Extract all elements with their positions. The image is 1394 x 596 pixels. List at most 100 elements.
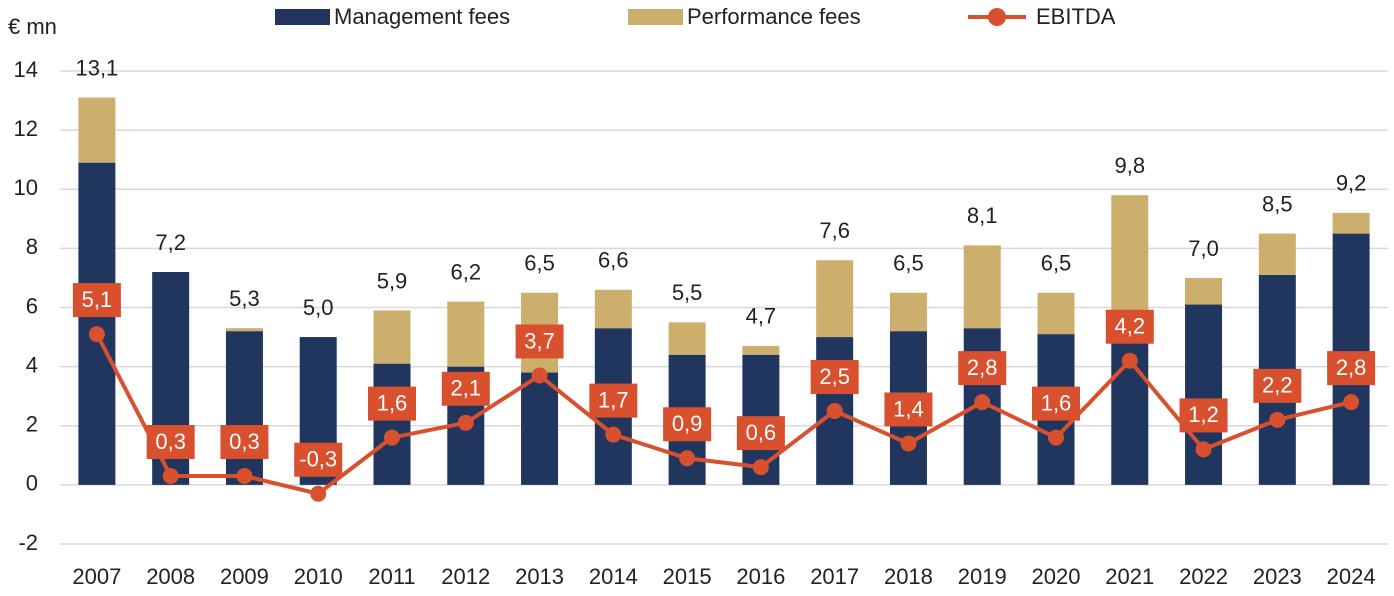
data-label: 1,7 — [598, 387, 629, 412]
bar-segment — [373, 363, 411, 485]
x-tick-label: 2017 — [810, 564, 859, 589]
x-tick-label: 2008 — [146, 564, 195, 589]
y-tick-label: -2 — [18, 530, 38, 555]
y-tick-label: 12 — [14, 116, 38, 141]
bar-segment — [447, 301, 485, 367]
bar-segment — [373, 310, 411, 364]
bar-segment — [78, 162, 116, 485]
total-label: 4,7 — [746, 304, 777, 329]
line-point — [1343, 394, 1360, 411]
data-label-box — [589, 383, 638, 418]
line-point — [384, 429, 400, 446]
bar-segment — [963, 245, 1001, 329]
line-point — [236, 468, 253, 485]
data-label-box — [1253, 368, 1302, 403]
line-point — [162, 468, 179, 485]
bar-segment — [1258, 233, 1296, 275]
x-tick-label: 2007 — [72, 564, 121, 589]
total-label: 9,2 — [1336, 171, 1367, 196]
data-label-box — [1179, 398, 1228, 433]
x-tick-label: 2013 — [515, 564, 564, 589]
x-tick-label: 2012 — [441, 564, 490, 589]
data-label-box — [810, 359, 859, 394]
data-label: 0,9 — [672, 411, 703, 436]
y-tick-label: 14 — [14, 57, 38, 82]
data-label-box — [146, 425, 195, 460]
line-point — [605, 426, 622, 443]
line-point — [531, 367, 548, 384]
data-label-box — [294, 442, 343, 477]
data-label-box — [515, 324, 564, 359]
x-tick-label: 2019 — [958, 564, 1007, 589]
line-point — [1195, 441, 1212, 458]
line-point — [752, 459, 769, 476]
data-label: 1,2 — [1188, 402, 1219, 427]
line — [95, 333, 1352, 496]
total-label: 7,6 — [819, 218, 850, 243]
line-point — [974, 394, 991, 411]
total-label: 5,0 — [303, 295, 334, 320]
total-label: 7,2 — [155, 230, 186, 255]
total-label: 8,5 — [1262, 191, 1293, 216]
x-tick-label: 2016 — [736, 564, 785, 589]
legend-swatch — [275, 9, 330, 25]
data-label-box — [958, 351, 1007, 386]
data-label-box — [441, 371, 490, 406]
total-label: 5,5 — [672, 280, 703, 305]
line-point — [1048, 429, 1064, 446]
data-label-box — [72, 283, 121, 318]
total-label: 6,2 — [450, 259, 481, 284]
bar-segment — [1332, 212, 1370, 234]
data-label-box — [663, 407, 712, 442]
x-tick-label: 2015 — [663, 564, 712, 589]
line-point — [1121, 352, 1138, 369]
data-label-box — [1327, 351, 1376, 386]
data-label: 5,1 — [82, 287, 113, 312]
data-label: 2,5 — [819, 364, 850, 389]
data-label: 2,1 — [450, 376, 481, 401]
bar-segment — [742, 345, 780, 355]
total-label: 6,5 — [893, 251, 924, 276]
bar-segment — [1185, 277, 1223, 305]
data-label: 2,2 — [1262, 373, 1293, 398]
data-label-box — [1032, 386, 1080, 421]
data-label-box — [1105, 309, 1154, 344]
data-label: 2,8 — [967, 355, 998, 380]
data-label: 0,3 — [155, 429, 186, 454]
data-label: 0,3 — [229, 429, 260, 454]
x-tick-label: 2014 — [589, 564, 638, 589]
data-label-box — [368, 386, 416, 421]
bar-segment — [1185, 304, 1223, 485]
line-point — [457, 414, 474, 431]
bar-segment — [78, 97, 116, 163]
data-label: 3,7 — [524, 328, 555, 353]
y-tick-label: 10 — [14, 175, 38, 200]
x-tick-label: 2011 — [368, 564, 415, 589]
x-tick-label: 2021 — [1105, 564, 1154, 589]
data-label-box — [220, 425, 269, 460]
y-unit-label: € mn — [8, 14, 57, 39]
total-label: 5,3 — [229, 286, 260, 311]
line-point — [1269, 411, 1286, 428]
x-tick-label: 2020 — [1032, 564, 1081, 589]
line-point — [88, 326, 105, 343]
data-label: 1,4 — [893, 396, 924, 421]
y-tick-label: 4 — [26, 352, 38, 377]
total-label: 6,5 — [1041, 251, 1072, 276]
bar-segment — [225, 331, 263, 485]
y-tick-label: 0 — [26, 471, 38, 496]
line-point — [826, 402, 843, 419]
data-label: 4,2 — [1114, 314, 1145, 339]
x-tick-label: 2009 — [220, 564, 269, 589]
line-point — [310, 485, 327, 502]
total-label: 8,1 — [967, 203, 998, 228]
x-tick-label: 2018 — [884, 564, 933, 589]
bar-segment — [225, 328, 263, 332]
legend-label: Management fees — [334, 4, 510, 29]
total-label: 9,8 — [1114, 153, 1145, 178]
total-label: 6,6 — [598, 248, 629, 273]
data-label: 2,8 — [1336, 355, 1367, 380]
data-label: 1,6 — [1041, 390, 1072, 415]
x-tick-label: 2010 — [294, 564, 343, 589]
